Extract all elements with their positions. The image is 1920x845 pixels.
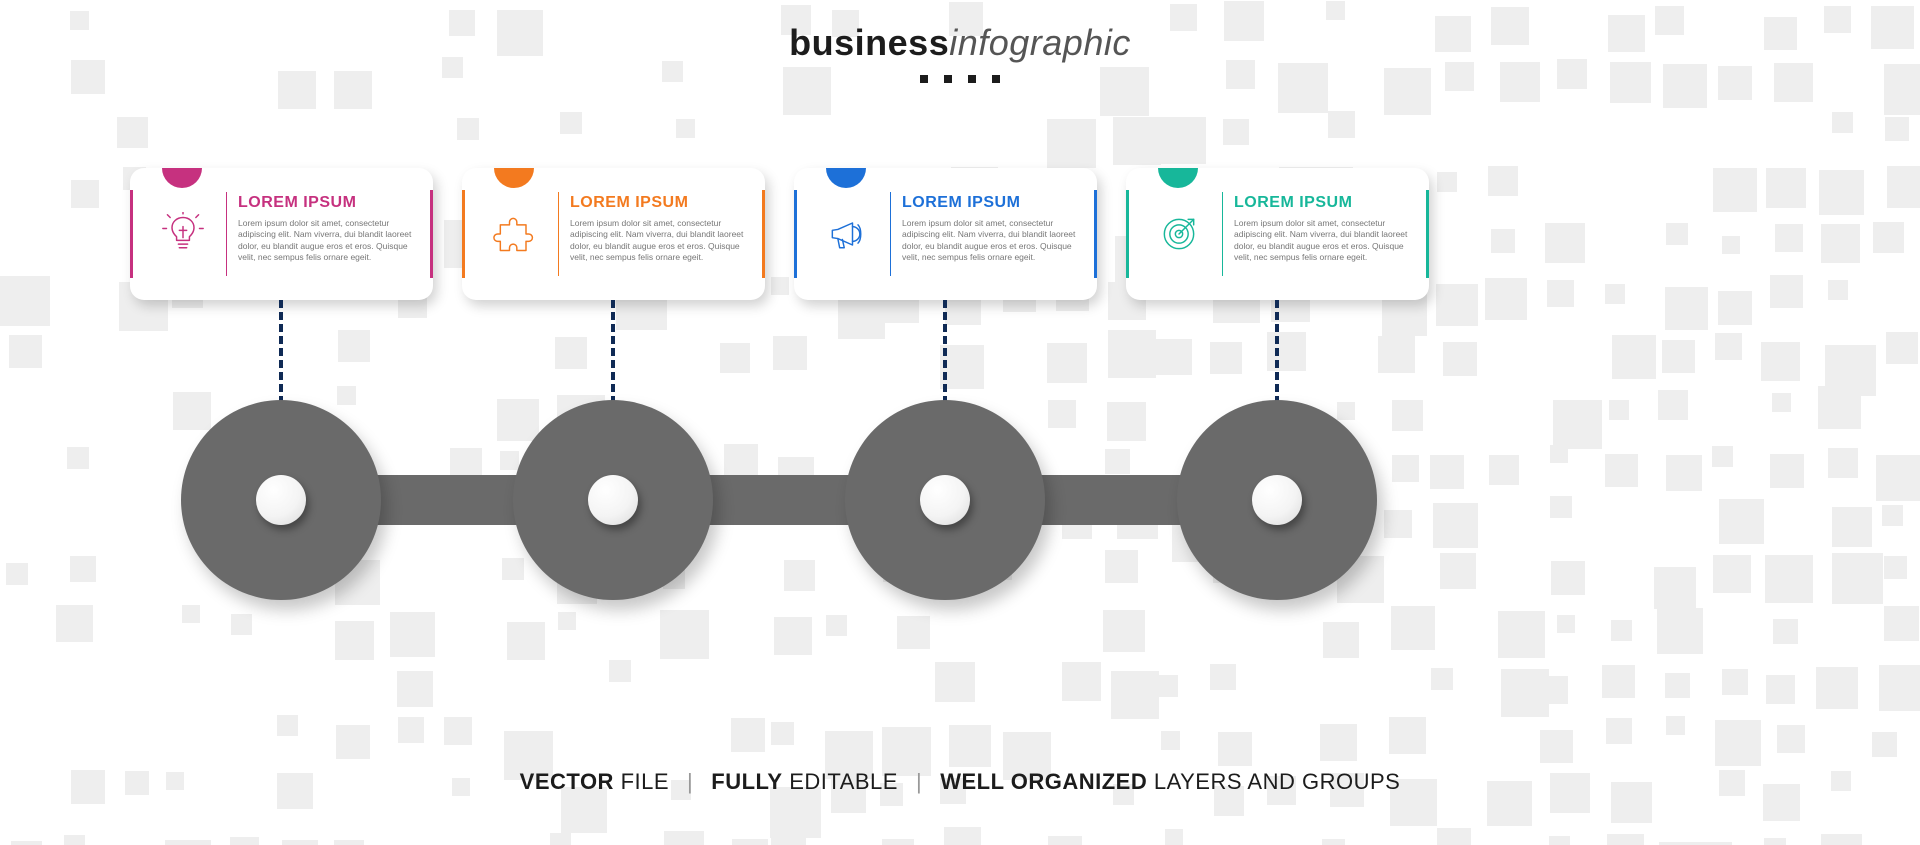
card-divider [226, 192, 227, 276]
footer: VECTOR FILE | FULLY EDITABLE | WELL ORGANIZE… [0, 769, 1920, 795]
card-title: LOREM IPSUM [1234, 194, 1413, 212]
card-title: LOREM IPSUM [238, 194, 417, 212]
info-card: LOREM IPSUM Lorem ipsum dolor sit amet, c… [462, 168, 765, 300]
header: businessinfographic [0, 22, 1920, 88]
info-card: LOREM IPSUM Lorem ipsum dolor sit amet, c… [130, 168, 433, 300]
target-icon [1144, 168, 1214, 300]
card-text: LOREM IPSUM Lorem ipsum dolor sit amet, c… [902, 194, 1081, 264]
footer-part-strong: FULLY [711, 769, 782, 794]
timeline-node-center [256, 475, 306, 525]
header-dot [968, 75, 976, 83]
card-body: Lorem ipsum dolor sit amet, consectetur … [238, 218, 417, 264]
megaphone-icon [812, 168, 882, 300]
card-body: Lorem ipsum dolor sit amet, consectetur … [902, 218, 1081, 264]
card-divider [558, 192, 559, 276]
footer-part-normal: LAYERS AND GROUPS [1147, 769, 1400, 794]
footer-part-normal: FILE [614, 769, 669, 794]
card-text: LOREM IPSUM Lorem ipsum dolor sit amet, c… [238, 194, 417, 264]
header-dot [944, 75, 952, 83]
title-light: infographic [949, 22, 1131, 63]
card-accent-right [430, 190, 433, 278]
page-title: businessinfographic [789, 22, 1131, 64]
footer-separator: | [916, 769, 922, 794]
card-accent-left [462, 190, 465, 278]
header-dot [992, 75, 1000, 83]
info-card: LOREM IPSUM Lorem ipsum dolor sit amet, c… [794, 168, 1097, 300]
card-text: LOREM IPSUM Lorem ipsum dolor sit amet, c… [1234, 194, 1413, 264]
card-body: Lorem ipsum dolor sit amet, consectetur … [1234, 218, 1413, 264]
card-text: LOREM IPSUM Lorem ipsum dolor sit amet, c… [570, 194, 749, 264]
header-dots [0, 70, 1920, 88]
card-divider [890, 192, 891, 276]
timeline-node-center [920, 475, 970, 525]
card-accent-left [1126, 190, 1129, 278]
card-title: LOREM IPSUM [902, 194, 1081, 212]
puzzle-icon [480, 168, 550, 300]
footer-part-normal: EDITABLE [783, 769, 898, 794]
title-bold: business [789, 22, 949, 63]
info-card: LOREM IPSUM Lorem ipsum dolor sit amet, c… [1126, 168, 1429, 300]
footer-separator: | [687, 769, 693, 794]
timeline-shape [0, 400, 1920, 600]
card-body: Lorem ipsum dolor sit amet, consectetur … [570, 218, 749, 264]
card-accent-left [130, 190, 133, 278]
header-dot [920, 75, 928, 83]
card-title: LOREM IPSUM [570, 194, 749, 212]
card-accent-right [1094, 190, 1097, 278]
card-accent-left [794, 190, 797, 278]
lightbulb-icon [148, 168, 218, 300]
footer-part-strong: VECTOR [520, 769, 614, 794]
timeline-node-center [1252, 475, 1302, 525]
card-accent-right [762, 190, 765, 278]
timeline-node-center [588, 475, 638, 525]
card-divider [1222, 192, 1223, 276]
card-accent-right [1426, 190, 1429, 278]
footer-part-strong: WELL ORGANIZED [940, 769, 1147, 794]
